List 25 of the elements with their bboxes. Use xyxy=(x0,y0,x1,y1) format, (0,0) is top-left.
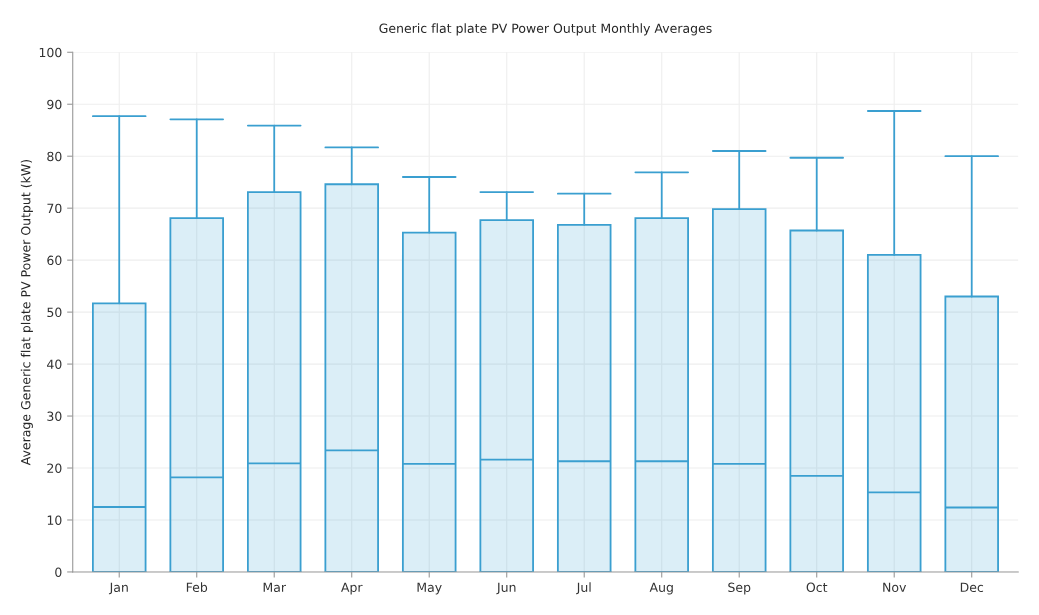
y-tick-label: 30 xyxy=(47,411,62,421)
y-tick-label: 20 xyxy=(47,463,62,473)
x-tick-label: Dec xyxy=(960,582,984,593)
y-tick-label: 10 xyxy=(47,515,62,525)
x-tick-label: Jun xyxy=(496,582,516,595)
x-tick-label: Nov xyxy=(883,582,907,593)
x-tick-label: Apr xyxy=(341,582,363,595)
x-tick-label: Aug xyxy=(649,582,673,595)
y-tick-label: 60 xyxy=(47,255,62,266)
x-tick-label: Sep xyxy=(728,582,751,595)
y-tick-label: 90 xyxy=(47,99,62,110)
y-tick-label: 80 xyxy=(47,151,62,162)
y-tick-label: 0 xyxy=(55,567,62,577)
y-axis-title: Average Generic flat plate PV Power Output (kW) xyxy=(20,160,33,466)
x-tick-label: Mar xyxy=(263,582,287,593)
y-tick-label: 100 xyxy=(39,47,62,58)
x-tick-label: Oct xyxy=(806,582,828,593)
y-tick-label: 40 xyxy=(47,359,62,370)
x-tick-label: Feb xyxy=(186,582,208,593)
x-tick-label: May xyxy=(417,582,442,595)
x-tick-label: Jul xyxy=(576,582,591,595)
x-tick-label: Jan xyxy=(108,582,128,595)
y-tick-label: 50 xyxy=(47,307,62,318)
y-tick-label: 70 xyxy=(47,203,62,214)
chart-title: Generic flat plate PV Power Output Monthly Averages xyxy=(379,23,712,36)
